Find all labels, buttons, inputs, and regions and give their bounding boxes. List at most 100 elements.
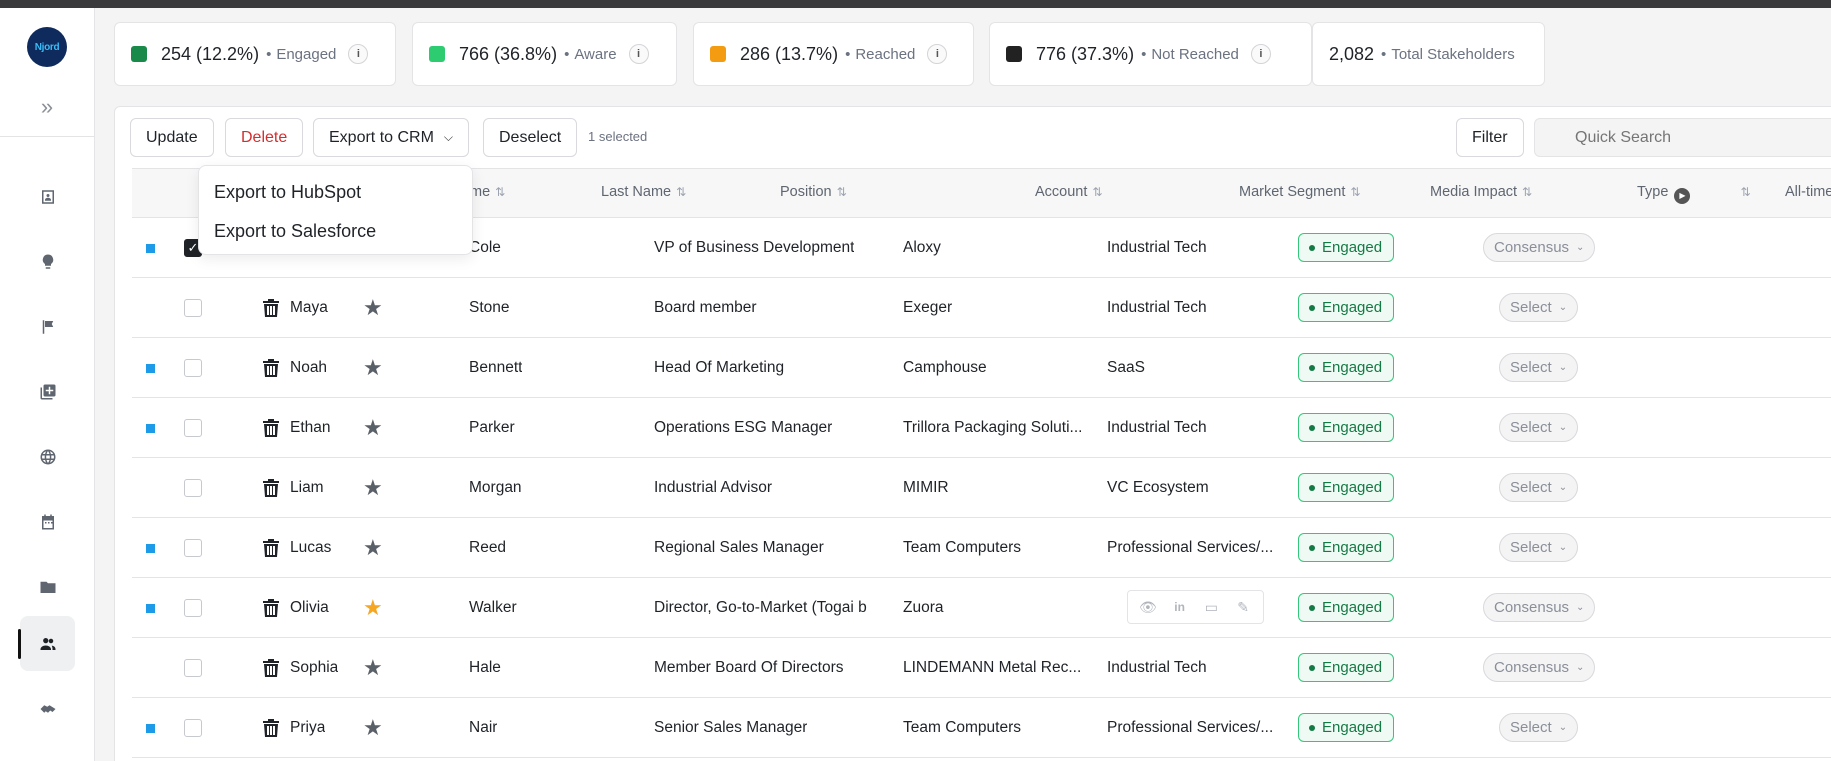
nav-calendar[interactable]: [20, 494, 75, 549]
top-bar: [0, 0, 1831, 8]
row-checkbox[interactable]: [184, 719, 202, 737]
row-status-marker: [146, 424, 155, 433]
stat-label: Aware: [574, 45, 617, 63]
row-checkbox[interactable]: ✓: [184, 239, 202, 257]
table-row[interactable]: ★ Liam Morgan Industrial Advisor MIMIR VC Eco…: [132, 458, 1831, 518]
chevron-down-icon: ⌄: [1576, 662, 1585, 673]
trash-icon[interactable]: [263, 599, 279, 617]
info-icon[interactable]: i: [1250, 44, 1271, 64]
play-icon[interactable]: ▶: [1674, 188, 1691, 204]
type-select[interactable]: Select ⌄: [1499, 413, 1579, 442]
row-checkbox[interactable]: [184, 359, 202, 377]
first-name-cell: Lucas: [290, 539, 332, 556]
info-icon[interactable]: i: [927, 44, 948, 64]
stat-card-aware: 766 (36.8%) • Aware i: [412, 22, 677, 86]
nav-folder[interactable]: [20, 559, 75, 614]
col-last-name[interactable]: Last Name ⇅: [601, 184, 687, 200]
star-icon[interactable]: ★: [363, 415, 383, 440]
nav-partners[interactable]: [20, 681, 75, 736]
star-icon[interactable]: ★: [363, 595, 383, 620]
nav-stakeholders[interactable]: [18, 616, 75, 671]
sort-icon[interactable]: ⇅: [676, 185, 687, 199]
row-hover-actions: 👁 in ▭ ✎: [1127, 590, 1264, 624]
star-icon[interactable]: ★: [363, 475, 383, 500]
sort-icon[interactable]: ⇅: [1092, 185, 1103, 199]
star-icon[interactable]: ★: [363, 295, 383, 320]
quick-search-input[interactable]: [1534, 118, 1831, 157]
row-checkbox[interactable]: [184, 599, 202, 617]
col-all-time[interactable]: All-time: [1785, 184, 1831, 200]
market-segment-cell: Professional Services/...: [1107, 539, 1274, 556]
row-checkbox[interactable]: [184, 299, 202, 317]
star-icon[interactable]: ★: [363, 535, 383, 560]
table-row[interactable]: ★ Noah Bennett Head Of Marketing Camphouse Sa…: [132, 338, 1831, 398]
nav-globe[interactable]: [20, 429, 75, 484]
expand-sidebar-icon[interactable]: »: [40, 94, 54, 119]
info-icon[interactable]: i: [628, 44, 649, 64]
edit-icon[interactable]: ✎: [1237, 599, 1249, 615]
account-cell: Team Computers: [903, 539, 1022, 556]
table-row[interactable]: ★ Ethan Parker Operations ESG Manager Trillo…: [132, 398, 1831, 458]
table-row[interactable]: ★ Priya Nair Senior Sales Manager Team Compu…: [132, 698, 1831, 758]
nav-contact-card[interactable]: [20, 169, 75, 224]
row-checkbox[interactable]: [184, 479, 202, 497]
sort-icon[interactable]: ⇅: [836, 185, 847, 199]
col-market-segment[interactable]: Market Segment ⇅: [1239, 184, 1361, 200]
account-cell: Team Computers: [903, 719, 1022, 736]
trash-icon[interactable]: [263, 419, 279, 437]
delete-button[interactable]: Delete: [225, 118, 304, 157]
folder-icon[interactable]: ▭: [1204, 599, 1218, 615]
position-cell: Board member: [654, 299, 757, 316]
export-to-crm-button[interactable]: Export to CRM ⌵: [313, 118, 470, 157]
trash-icon[interactable]: [263, 299, 279, 317]
app-logo[interactable]: Njord: [27, 27, 67, 67]
trash-icon[interactable]: [263, 479, 279, 497]
info-icon[interactable]: i: [348, 44, 369, 64]
col-position[interactable]: Position ⇅: [780, 184, 847, 200]
position-cell: Regional Sales Manager: [654, 539, 824, 556]
sort-icon[interactable]: ⇅: [495, 185, 506, 199]
stat-card-total: 2,082 • Total Stakeholders: [1312, 22, 1545, 86]
col-type[interactable]: Type ▶ ⇅: [1637, 184, 1751, 204]
trash-icon[interactable]: [263, 719, 279, 737]
table-row[interactable]: ★ Maya Stone Board member Exeger Industrial T…: [132, 278, 1831, 338]
chevron-down-icon: ⌄: [1558, 302, 1568, 313]
table-row[interactable]: ★ Olivia Walker Director, Go-to-Market (Tog…: [132, 578, 1831, 638]
type-select[interactable]: Select ⌄: [1499, 533, 1579, 562]
nav-campaigns[interactable]: [20, 299, 75, 354]
linkedin-icon[interactable]: in: [1174, 600, 1185, 614]
export-hubspot-item[interactable]: Export to HubSpot: [214, 182, 362, 202]
star-icon[interactable]: ★: [363, 715, 383, 740]
table-row[interactable]: ★ Sophia Hale Member Board Of Directors LIND…: [132, 638, 1831, 698]
update-button[interactable]: Update: [130, 118, 214, 157]
type-select[interactable]: Consensus ⌄: [1483, 233, 1596, 262]
trash-icon[interactable]: [263, 359, 279, 377]
type-select[interactable]: Select ⌄: [1499, 293, 1579, 322]
col-account[interactable]: Account ⇅: [1035, 184, 1103, 200]
sort-icon[interactable]: ⇅: [1522, 185, 1533, 199]
star-icon[interactable]: ★: [363, 655, 383, 680]
export-salesforce-item[interactable]: Export to Salesforce: [214, 221, 377, 241]
row-checkbox[interactable]: [184, 419, 202, 437]
sort-icon[interactable]: ⇅: [1350, 185, 1361, 199]
star-icon[interactable]: ★: [363, 355, 383, 380]
trash-icon[interactable]: [263, 659, 279, 677]
col-first-name[interactable]: me ⇅: [470, 184, 506, 200]
nav-add-copy[interactable]: [20, 364, 75, 419]
col-media-impact[interactable]: Media Impact ⇅: [1430, 184, 1533, 200]
type-select[interactable]: Select ⌄: [1499, 473, 1579, 502]
chevron-down-icon: ⌄: [1576, 602, 1585, 613]
type-select[interactable]: Consensus ⌄: [1483, 653, 1596, 682]
table-row[interactable]: ★ Lucas Reed Regional Sales Manager Team Com…: [132, 518, 1831, 578]
type-select[interactable]: Select ⌄: [1499, 353, 1579, 382]
filter-button[interactable]: Filter: [1456, 118, 1524, 157]
deselect-button[interactable]: Deselect: [483, 118, 578, 157]
type-select[interactable]: Consensus ⌄: [1483, 593, 1596, 622]
trash-icon[interactable]: [263, 539, 279, 557]
view-icon[interactable]: 👁: [1138, 599, 1157, 615]
row-checkbox[interactable]: [184, 659, 202, 677]
type-select[interactable]: Select ⌄: [1499, 713, 1579, 742]
nav-insights[interactable]: [20, 234, 75, 289]
row-checkbox[interactable]: [184, 539, 202, 557]
sort-icon[interactable]: ⇅: [1740, 185, 1751, 199]
